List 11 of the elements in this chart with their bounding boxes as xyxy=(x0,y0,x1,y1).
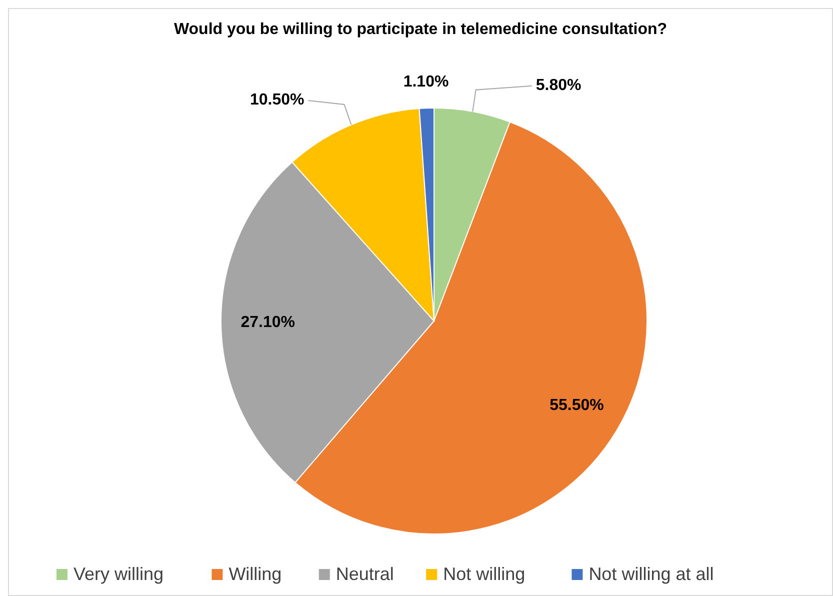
legend-label: Not willing at all xyxy=(588,564,714,584)
legend-label: Not willing xyxy=(443,564,526,584)
legend-label: Neutral xyxy=(336,564,394,584)
legend-label: Very willing xyxy=(74,564,164,584)
data-label: 27.10% xyxy=(240,314,295,331)
data-label: 1.10% xyxy=(403,73,449,90)
data-label: 55.50% xyxy=(550,397,604,414)
data-label: 5.80% xyxy=(536,77,582,94)
chart-title: Would you be willing to participate in telemedicine consultation? xyxy=(174,21,668,38)
data-label: 10.50% xyxy=(250,92,304,109)
legend-label: Willing xyxy=(228,564,282,584)
